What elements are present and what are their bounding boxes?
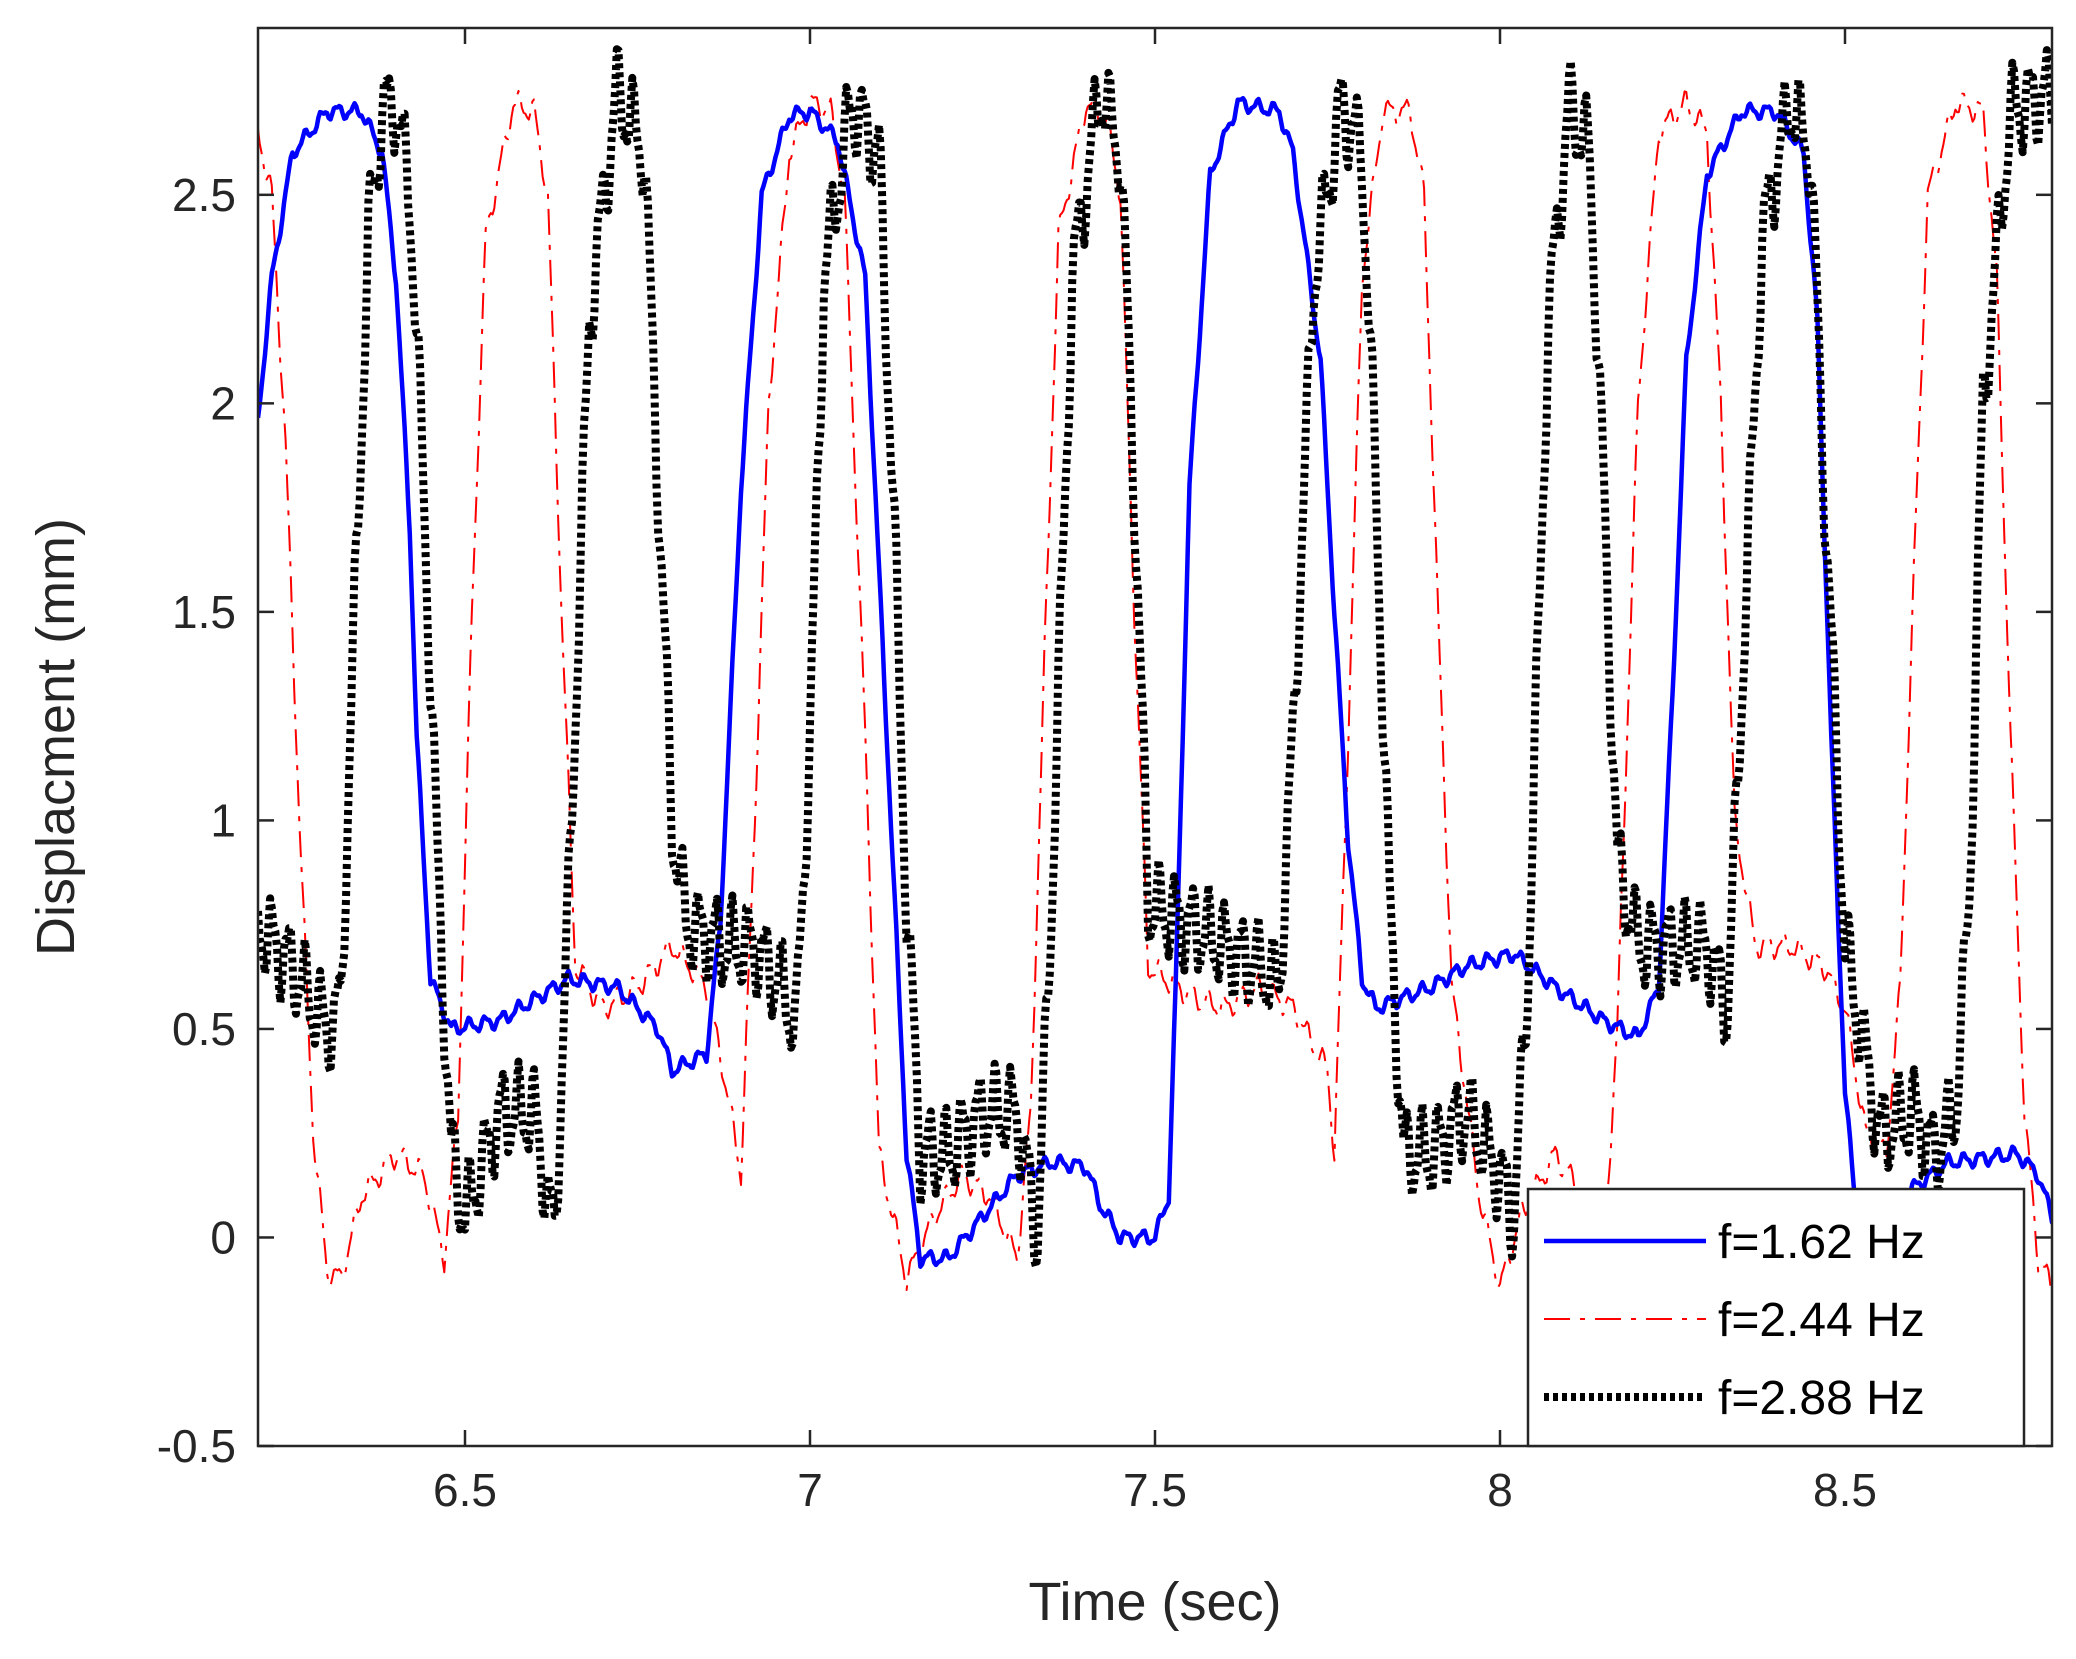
series-layer [258, 45, 2052, 1299]
series-line-3 [258, 45, 2052, 1271]
x-axis-label: Time (sec) [1029, 1572, 1282, 1632]
legend: f=1.62 Hz f=2.44 Hz f=2.88 Hz [1526, 1187, 2026, 1448]
y-axis: -0.5 0 0.5 1 1.5 2 2.5 [157, 169, 2052, 1472]
y-tick-label: 2 [210, 377, 236, 429]
plot-area [256, 26, 2054, 1448]
y-tick-label: -0.5 [157, 1420, 236, 1472]
x-tick-label: 6.5 [433, 1464, 497, 1516]
y-axis-label: Displacment (mm) [26, 518, 86, 956]
legend-box [1526, 1187, 2026, 1448]
x-tick-label: 8.5 [1813, 1464, 1877, 1516]
series-line-2 [258, 90, 2052, 1299]
y-tick-label: 2.5 [172, 169, 236, 221]
x-tick-label: 8 [1487, 1464, 1513, 1516]
x-tick-label: 7 [797, 1464, 823, 1516]
series-line-1 [258, 95, 2052, 1269]
legend-label-3: f=2.88 Hz [1718, 1372, 1925, 1425]
legend-label-1: f=1.62 Hz [1718, 1216, 1925, 1269]
x-tick-label: 7.5 [1123, 1464, 1187, 1516]
x-axis: 6.5 7 7.5 8 8.5 [433, 28, 1877, 1516]
y-tick-label: 1.5 [172, 586, 236, 638]
y-tick-label: 1 [210, 794, 236, 846]
y-tick-label: 0.5 [172, 1003, 236, 1055]
legend-label-2: f=2.44 Hz [1718, 1294, 1925, 1347]
y-tick-label: 0 [210, 1211, 236, 1263]
